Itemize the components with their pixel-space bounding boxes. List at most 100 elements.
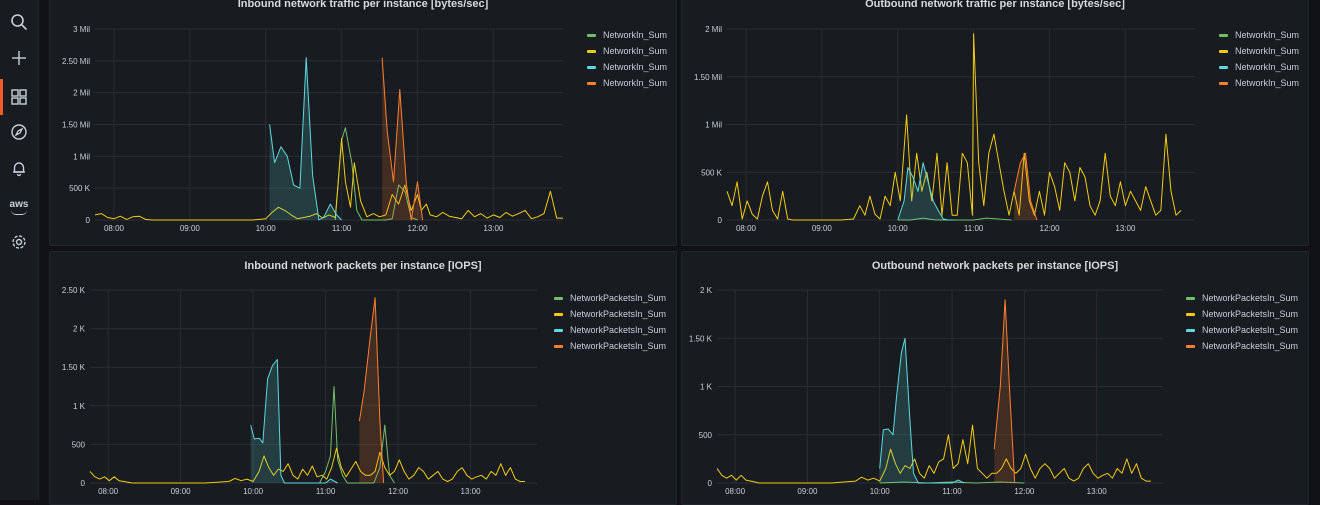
series-line	[716, 424, 1151, 484]
panel-title: Inbound network packets per instance [IO…	[244, 260, 482, 272]
x-tick-label: 08:00	[104, 224, 125, 233]
legend-item[interactable]: NetworkIn_Sum	[587, 43, 667, 59]
legend-label: NetworkIn_Sum	[603, 30, 668, 40]
y-tick-label: 1.50 Mil	[62, 121, 90, 130]
y-tick-label: 1.50 Mil	[694, 73, 722, 82]
legend-item[interactable]: NetworkIn_Sum	[587, 59, 667, 75]
series-line	[319, 386, 395, 484]
y-tick-label: 0	[708, 479, 713, 488]
legend-item[interactable]: NetworkPacketsIn_Sum	[1186, 338, 1298, 354]
legend-swatch	[1186, 296, 1195, 300]
legend-item[interactable]: NetworkPacketsIn_Sum	[554, 338, 666, 354]
plus-icon[interactable]	[6, 45, 32, 71]
panel-title: Outbound network packets per instance [I…	[871, 260, 1119, 272]
legend: NetworkPacketsIn_Sum NetworkPacketsIn_Su…	[554, 290, 666, 354]
y-tick-label: 0	[81, 479, 86, 488]
x-tick-label: 13:00	[483, 224, 504, 233]
legend-swatch	[587, 65, 596, 69]
x-tick-label: 12:00	[1014, 487, 1035, 496]
legend-item[interactable]: NetworkIn_Sum	[587, 75, 667, 91]
y-tick-label: 1 K	[700, 383, 713, 392]
series-line	[1013, 152, 1038, 221]
dashboards-icon[interactable]	[6, 84, 32, 110]
settings-gear-icon[interactable]	[6, 229, 32, 255]
outbound-traffic-chart: 0 500 K 1 Mil 1.50 Mil 2 Mil 08:00 09:00 10:00 1…	[694, 25, 1195, 233]
legend-label: NetworkPacketsIn_Sum	[570, 325, 667, 335]
x-tick-label: 10:00	[256, 224, 277, 233]
legend-label: NetworkPacketsIn_Sum	[1202, 341, 1299, 351]
y-tick-label: 1 Mil	[73, 152, 90, 161]
x-tick-label: 08:00	[736, 224, 757, 233]
series-area	[269, 57, 342, 221]
legend-swatch	[554, 312, 563, 316]
x-tick-label: 12:00	[408, 224, 429, 233]
legend-label: NetworkIn_Sum	[1235, 78, 1300, 88]
x-tick-label: 10:00	[243, 487, 264, 496]
legend-swatch	[1186, 344, 1195, 348]
legend-swatch	[554, 296, 563, 300]
y-tick-label: 2 Mil	[705, 25, 722, 34]
series-line	[94, 138, 563, 221]
search-icon[interactable]	[6, 9, 32, 35]
active-nav-indicator	[0, 79, 3, 115]
x-tick-label: 08:00	[98, 487, 119, 496]
legend-swatch	[1219, 33, 1228, 37]
y-tick-label: 2 Mil	[73, 89, 90, 98]
legend-swatch	[554, 328, 563, 332]
series-line	[381, 57, 424, 221]
series-line	[879, 337, 965, 484]
panel-outbound-traffic[interactable]: Outbound network traffic per instance [b…	[681, 0, 1309, 246]
series-area	[897, 162, 955, 220]
x-tick-label: 11:00	[332, 224, 352, 233]
y-tick-label: 0	[718, 216, 723, 225]
y-tick-label: 3 Mil	[73, 25, 90, 34]
legend: NetworkPacketsIn_Sum NetworkPacketsIn_Su…	[1186, 290, 1298, 354]
panel-inbound-traffic[interactable]: Inbound network traffic per instance [by…	[49, 0, 677, 246]
legend-item[interactable]: NetworkIn_Sum	[1219, 59, 1299, 75]
series-line	[726, 33, 1182, 221]
legend-item[interactable]: NetworkPacketsIn_Sum	[554, 306, 666, 322]
x-tick-label: 10:00	[888, 224, 909, 233]
legend-swatch	[1219, 49, 1228, 53]
explore-icon[interactable]	[6, 119, 32, 145]
legend-label: NetworkIn_Sum	[603, 62, 668, 72]
series-line	[334, 127, 418, 221]
aws-icon[interactable]: aws	[6, 191, 32, 217]
series-area	[250, 359, 338, 483]
series-line	[89, 447, 525, 484]
x-tick-label: 09:00	[180, 224, 201, 233]
x-tick-label: 08:00	[725, 487, 746, 496]
series-line	[358, 297, 385, 484]
series-area	[359, 297, 384, 483]
legend-swatch	[587, 81, 596, 85]
y-tick-label: 2.50 K	[62, 286, 86, 295]
aws-label: aws	[9, 198, 29, 210]
legend-item[interactable]: NetworkIn_Sum	[1219, 27, 1299, 43]
panel-title: Inbound network traffic per instance [by…	[237, 0, 489, 10]
alerting-bell-icon[interactable]	[6, 155, 32, 181]
legend-label: NetworkIn_Sum	[1235, 46, 1300, 56]
panel-title: Outbound network traffic per instance [b…	[865, 0, 1125, 10]
x-tick-label: 09:00	[797, 487, 818, 496]
panel-inbound-packets[interactable]: Inbound network packets per instance [IO…	[49, 251, 677, 505]
legend-item[interactable]: NetworkPacketsIn_Sum	[554, 322, 666, 338]
y-tick-label: 2.50 Mil	[62, 57, 90, 66]
legend-item[interactable]: NetworkPacketsIn_Sum	[1186, 306, 1298, 322]
legend-item[interactable]: NetworkPacketsIn_Sum	[554, 290, 666, 306]
legend-label: NetworkIn_Sum	[1235, 30, 1300, 40]
x-tick-label: 13:00	[461, 487, 482, 496]
legend-item[interactable]: NetworkPacketsIn_Sum	[1186, 322, 1298, 338]
legend-item[interactable]: NetworkIn_Sum	[1219, 43, 1299, 59]
legend-swatch	[1186, 312, 1195, 316]
x-tick-label: 12:00	[388, 487, 409, 496]
series-line	[993, 299, 1016, 484]
legend-item[interactable]: NetworkIn_Sum	[587, 27, 667, 43]
legend-item[interactable]: NetworkPacketsIn_Sum	[1186, 290, 1298, 306]
x-tick-label: 12:00	[1040, 224, 1061, 233]
panel-outbound-packets[interactable]: Outbound network packets per instance [I…	[681, 251, 1309, 505]
y-tick-label: 500 K	[69, 184, 91, 193]
inbound-packets-chart: 0 500 1 K 1.50 K 2 K 2.50 K 08:00 09:00 10:00 11:…	[62, 286, 537, 496]
legend-item[interactable]: NetworkIn_Sum	[1219, 75, 1299, 91]
series-area	[994, 299, 1015, 483]
series-area	[879, 338, 965, 483]
